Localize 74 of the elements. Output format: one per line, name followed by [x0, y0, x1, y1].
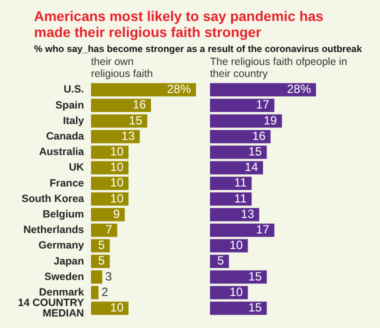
- bar: [91, 208, 125, 222]
- data-label: 28%: [166, 82, 192, 96]
- bar: [210, 146, 267, 159]
- y-tick-label: France: [50, 177, 84, 190]
- data-label: 3: [105, 269, 112, 284]
- data-label: 10: [230, 284, 244, 299]
- y-tick-label: Japan: [54, 255, 84, 268]
- data-label: 15: [248, 269, 262, 284]
- bar: [210, 98, 274, 112]
- y-tick-label: South Korea: [22, 192, 84, 205]
- bar: [210, 130, 271, 144]
- bar: [91, 98, 151, 112]
- y-tick-label: Denmark: [39, 286, 84, 298]
- data-label: 5: [217, 254, 224, 268]
- bar: [210, 114, 282, 128]
- data-label: 10: [230, 238, 244, 252]
- text: % who say_has become stronger as a result of the coronavirus outbreak: [34, 44, 363, 55]
- chart-title: their own religious faith: [91, 56, 154, 82]
- data-label: 16: [252, 128, 266, 143]
- data-label: 11: [234, 191, 247, 206]
- data-label: 10: [110, 176, 124, 190]
- data-label: 9: [113, 206, 120, 221]
- bar: [91, 302, 128, 315]
- chart-title: The religious faith ofpeople in their country: [210, 56, 348, 82]
- bar: [91, 286, 98, 300]
- bar: [91, 114, 148, 128]
- data-label: 7: [106, 222, 113, 237]
- bar: [91, 146, 128, 159]
- data-label: 2: [102, 284, 108, 299]
- y-tick-label: Belgium: [42, 208, 84, 220]
- bar: [210, 208, 260, 222]
- bar: [210, 161, 263, 174]
- data-label: 13: [240, 206, 255, 221]
- bar: [210, 302, 267, 315]
- bar: [210, 270, 267, 284]
- bar: [210, 224, 274, 237]
- bar: [91, 161, 128, 174]
- y-tick-label: Germany: [38, 240, 84, 252]
- data-label: 28%: [286, 82, 312, 96]
- data-label: 14: [244, 160, 258, 174]
- data-label: 5: [98, 254, 106, 268]
- data-label: 10: [110, 160, 124, 174]
- y-tick-label: Spain: [55, 99, 84, 112]
- data-label: 13: [121, 128, 136, 143]
- bar: [210, 192, 252, 206]
- data-label: 17: [256, 98, 270, 112]
- y-tick-label: Italy: [62, 114, 84, 127]
- data-label: 15: [248, 300, 262, 315]
- data-label: 17: [256, 222, 270, 237]
- y-tick-label: Australia: [39, 146, 84, 158]
- data-label: 10: [110, 191, 124, 206]
- data-label: 15: [248, 144, 262, 159]
- bar: [91, 83, 196, 96]
- data-label: 10: [110, 144, 124, 159]
- y-tick-label: UK: [68, 162, 84, 174]
- bar: [91, 239, 110, 252]
- bar: [91, 270, 102, 284]
- y-tick-label: Sweden: [44, 270, 84, 283]
- bar: [210, 239, 248, 252]
- bar: [210, 83, 316, 96]
- y-tick-label: Canada: [46, 130, 84, 142]
- y-tick-label: Netherlands: [23, 224, 84, 236]
- bar: [91, 224, 118, 237]
- y-tick-label: U.S.: [64, 84, 84, 96]
- data-label: 19: [264, 113, 278, 128]
- bar: [91, 130, 140, 144]
- data-label: 16: [132, 98, 146, 112]
- text: Americans most likely to say pandemic has made their religious faith stronger: [34, 8, 324, 40]
- bar: [210, 176, 252, 190]
- data-label: 10: [110, 300, 124, 315]
- data-label: 15: [128, 113, 143, 128]
- data-label: 5: [98, 238, 106, 252]
- y-tick-label: 14 COUNTRY MEDIAN: [18, 296, 84, 320]
- data-label: 11: [234, 176, 247, 190]
